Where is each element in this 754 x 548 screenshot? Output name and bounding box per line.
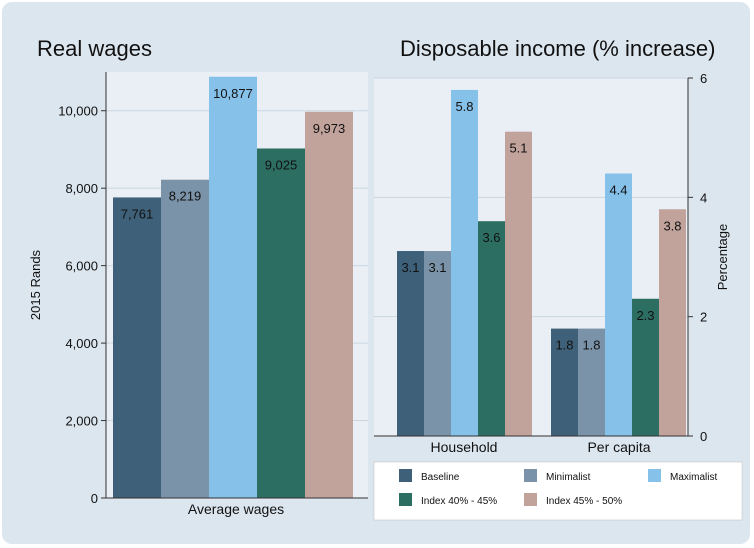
bar-household-maximalist <box>451 89 478 436</box>
x-category-label-household: Household <box>431 439 498 455</box>
bar-minimalist <box>161 179 209 498</box>
data-label-household-index-40-45: 3.6 <box>482 230 500 245</box>
legend: Baseline Minimalist Maximalist Index 40% - … <box>373 461 743 521</box>
legend-swatch-minimalist <box>524 469 537 482</box>
y-tick-label: 10,000 <box>58 104 98 119</box>
legend-label-minimalist: Minimalist <box>546 472 591 483</box>
bar-index-40-45 <box>257 148 305 498</box>
bar-household-index-45-50 <box>505 131 532 436</box>
legend-label-maximalist: Maximalist <box>670 472 717 483</box>
y-tick-label: 2,000 <box>65 414 98 429</box>
legend-label-index-45-50: Index 45% - 50% <box>546 496 622 507</box>
bars-left: 7,761 8,219 10,877 9,025 9,973 <box>113 76 353 499</box>
bar-household-baseline <box>397 251 424 436</box>
real-wages-chart: Real wages 7,761 8,219 10,877 9,025 9,973 0 2… <box>28 36 368 517</box>
disposable-income-chart: Disposable income (% increase) 3.1 3.1 5.8… <box>374 36 730 455</box>
x-category-label-average-wages: Average wages <box>188 501 284 517</box>
data-label-per-capita-minimalist: 1.8 <box>582 338 600 353</box>
x-category-label-per-capita: Per capita <box>587 439 650 455</box>
data-label-household-baseline: 3.1 <box>401 260 419 275</box>
data-label-per-capita-index-45-50: 3.8 <box>663 218 681 233</box>
bar-per-capita-minimalist <box>578 328 605 436</box>
bar-maximalist <box>209 76 257 498</box>
data-label-baseline: 7,761 <box>121 206 154 221</box>
legend-swatch-index-40-45 <box>399 493 412 506</box>
y-axis-label-right: Percentage <box>715 224 730 291</box>
data-label-maximalist: 10,877 <box>213 86 253 101</box>
data-label-household-maximalist: 5.8 <box>455 99 473 114</box>
data-label-per-capita-maximalist: 4.4 <box>609 182 627 197</box>
bar-household-index-40-45 <box>478 221 505 436</box>
data-label-minimalist: 8,219 <box>169 189 202 204</box>
legend-swatch-baseline <box>399 469 412 482</box>
y-tick-label: 6,000 <box>65 259 98 274</box>
legend-swatch-index-45-50 <box>524 493 537 506</box>
y-tick-label: 8,000 <box>65 181 98 196</box>
y-axis-label-left: 2015 Rands <box>28 249 43 320</box>
bar-per-capita-maximalist <box>605 173 632 436</box>
data-label-household-index-45-50: 5.1 <box>509 141 527 156</box>
bar-per-capita-index-40-45 <box>632 298 659 436</box>
bar-household-minimalist <box>424 251 451 436</box>
y-tick-label: 6 <box>700 71 707 86</box>
bars-right: 3.1 3.1 5.8 3.6 5.1 1.8 1.8 4.4 2.3 3.8 <box>397 89 686 436</box>
y-ticks-left: 0 2,000 4,000 6,000 8,000 10,000 <box>58 104 106 506</box>
bar-baseline <box>113 197 161 499</box>
y-tick-label: 4 <box>700 190 707 205</box>
bar-index-45-50 <box>305 111 353 498</box>
y-tick-label: 4,000 <box>65 336 98 351</box>
bar-per-capita-baseline <box>551 328 578 436</box>
chart-title-real-wages: Real wages <box>37 36 152 61</box>
legend-label-index-40-45: Index 40% - 45% <box>421 496 497 507</box>
data-label-household-minimalist: 3.1 <box>428 260 446 275</box>
bar-per-capita-index-45-50 <box>659 209 686 436</box>
chart-title-disposable-income: Disposable income (% increase) <box>400 36 715 61</box>
data-label-per-capita-baseline: 1.8 <box>555 338 573 353</box>
y-tick-label: 0 <box>91 491 98 506</box>
y-ticks-right: 0 2 4 6 <box>688 71 707 444</box>
data-label-index-40-45: 9,025 <box>265 157 298 172</box>
legend-label-baseline: Baseline <box>421 472 460 483</box>
y-tick-label: 2 <box>700 310 707 325</box>
legend-box <box>373 461 743 521</box>
y-tick-label: 0 <box>700 429 707 444</box>
data-label-index-45-50: 9,973 <box>313 121 346 136</box>
legend-swatch-maximalist <box>648 469 661 482</box>
data-label-per-capita-index-40-45: 2.3 <box>636 308 654 323</box>
